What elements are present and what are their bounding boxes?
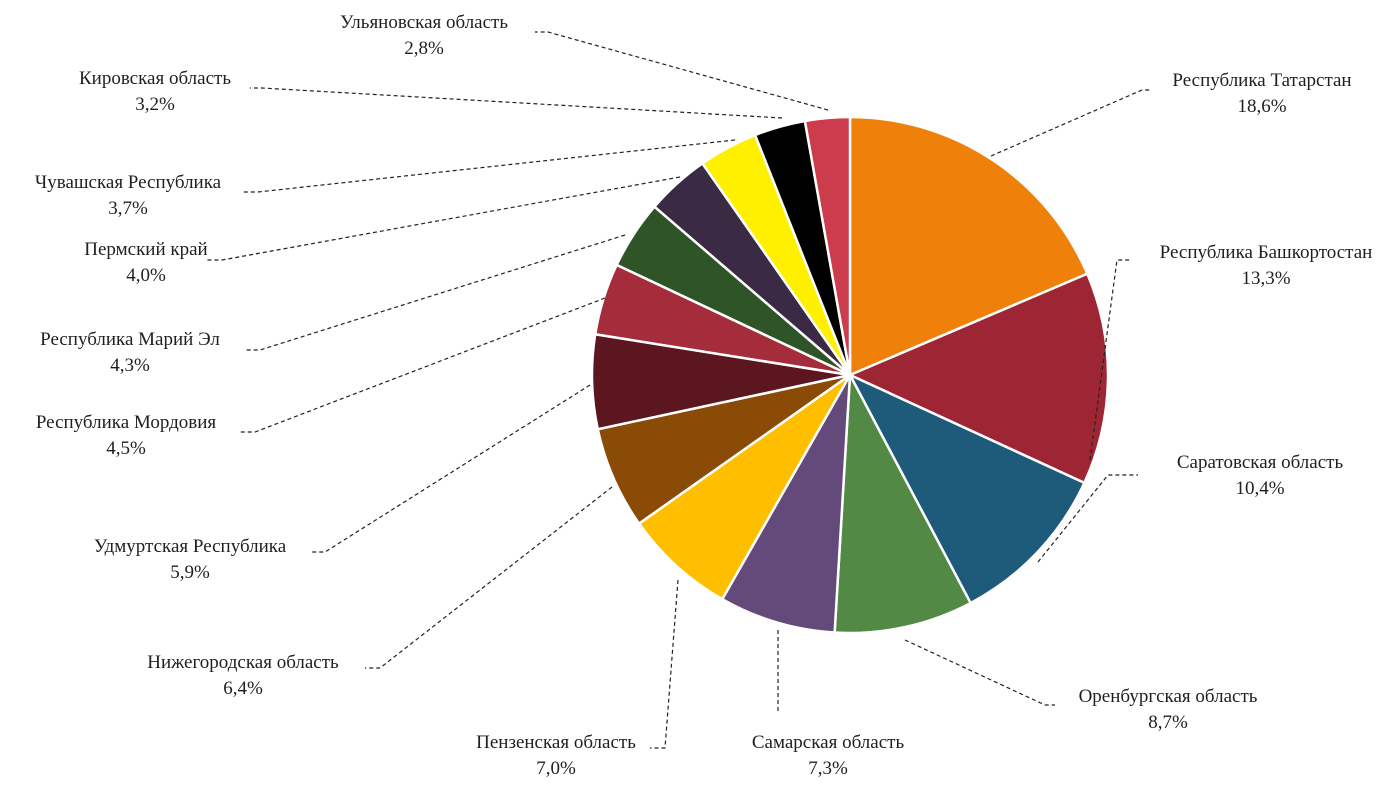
leader-line-8 (310, 384, 591, 553)
pie-slice-4 (833, 373, 972, 635)
leader-line-12 (243, 139, 736, 193)
leader-line-4 (904, 639, 1055, 706)
leader-line-9 (238, 297, 606, 433)
slice-value-label-14: 2,8% (404, 38, 444, 59)
slice-label-10: Республика Марий Эл (40, 329, 220, 350)
slice-label-6: Пензенская область (476, 732, 636, 753)
leader-line-10 (245, 234, 626, 351)
slice-label-7: Нижегородская область (147, 652, 339, 673)
slice-label-2: Республика Башкортостан (1160, 242, 1373, 263)
slice-label-13: Кировская область (79, 68, 231, 89)
slice-value-label-5: 7,3% (808, 758, 848, 779)
slice-value-label-7: 6,4% (223, 678, 263, 699)
leader-line-11 (207, 176, 681, 261)
leader-line-7 (365, 486, 613, 669)
leader-line-2 (1089, 259, 1130, 461)
slice-label-4: Оренбургская область (1079, 686, 1258, 707)
pie-slice-3 (848, 373, 1086, 605)
slice-label-14: Ульяновская область (340, 12, 508, 33)
pie-slice-1 (848, 115, 1089, 377)
slice-label-11: Пермский край (84, 239, 207, 260)
slice-value-label-8: 5,9% (170, 562, 210, 583)
leader-line-6 (650, 579, 679, 749)
slice-value-label-4: 8,7% (1148, 712, 1188, 733)
slice-value-label-11: 4,0% (126, 265, 166, 286)
slice-label-1: Республика Татарстан (1172, 70, 1351, 91)
slice-value-label-13: 3,2% (135, 94, 175, 115)
slices-layer (590, 115, 1110, 635)
leader-line-3 (1037, 474, 1138, 563)
slice-value-label-1: 18,6% (1237, 96, 1286, 117)
slice-label-5: Самарская область (752, 732, 905, 753)
slice-label-3: Саратовская область (1177, 452, 1344, 473)
pie-slice-14 (803, 115, 852, 377)
leader-line-13 (250, 87, 783, 119)
slice-value-label-6: 7,0% (536, 758, 576, 779)
leader-line-14 (535, 31, 829, 111)
pie-slice-2 (848, 272, 1110, 485)
slice-label-12: Чувашская Республика (35, 172, 222, 193)
leader-line-1 (990, 89, 1152, 157)
pie-slice-6 (637, 373, 852, 601)
labels-layer: Республика Татарстан 18,6% Республика Башк… (35, 12, 1372, 779)
slice-label-8: Удмуртская Республика (94, 536, 287, 557)
slice-value-label-12: 3,7% (108, 198, 148, 219)
slice-value-label-10: 4,3% (110, 355, 150, 376)
slice-label-9: Республика Мордовия (36, 412, 217, 433)
leader-lines-layer (207, 31, 1152, 749)
pie-slice-5 (721, 373, 852, 634)
slice-value-label-2: 13,3% (1241, 268, 1290, 289)
slice-value-label-9: 4,5% (106, 438, 146, 459)
slice-value-label-3: 10,4% (1235, 478, 1284, 499)
